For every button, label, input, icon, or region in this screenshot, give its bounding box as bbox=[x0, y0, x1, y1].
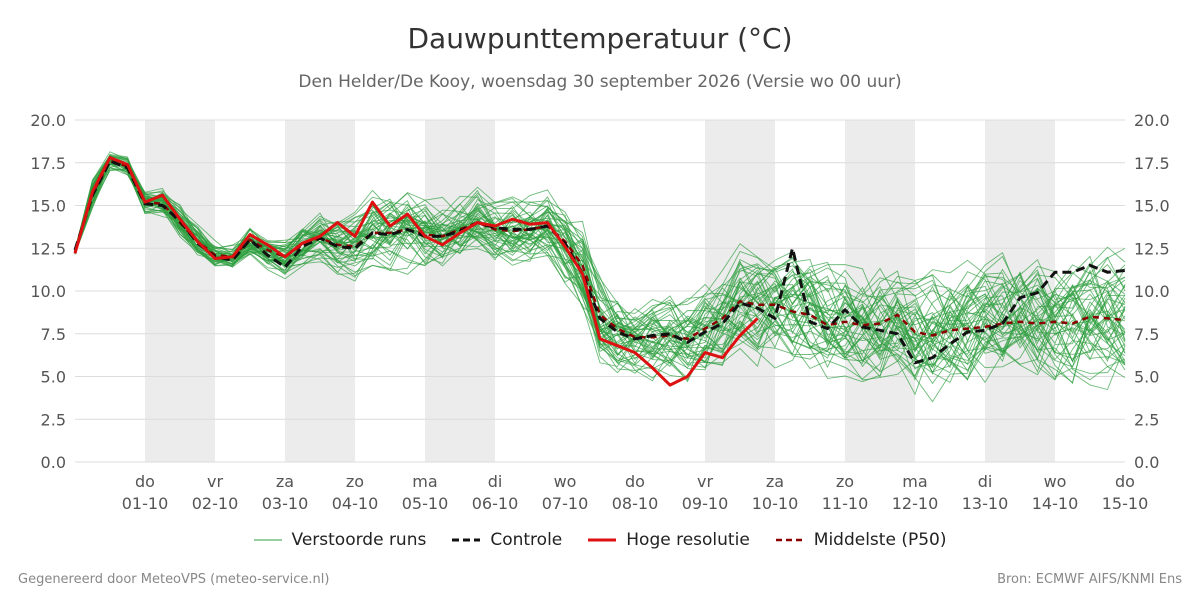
x-tick: vr 02-10 bbox=[192, 472, 239, 513]
y-axis-right: 0.0 2.5 5.0 7.5 10.0 12.5 15.0 17.5 20.0 bbox=[1134, 111, 1170, 472]
y-tick-label: 17.5 bbox=[30, 154, 66, 173]
x-tick-date: 09-10 bbox=[682, 494, 729, 513]
perturbed-run-line bbox=[74, 154, 1126, 391]
y-tick-label: 17.5 bbox=[1134, 154, 1170, 173]
x-tick-weekday: zo bbox=[836, 472, 854, 491]
x-tick: do 15-10 bbox=[1102, 472, 1149, 513]
x-tick-date: 08-10 bbox=[612, 494, 659, 513]
x-tick-date: 11-10 bbox=[822, 494, 869, 513]
x-tick-weekday: za bbox=[276, 472, 294, 491]
x-tick-date: 13-10 bbox=[962, 494, 1009, 513]
y-tick-label: 2.5 bbox=[41, 410, 66, 429]
x-tick-date: 06-10 bbox=[472, 494, 519, 513]
x-tick-weekday: wo bbox=[554, 472, 577, 491]
footer-credit: Gegenereerd door MeteoVPS (meteo-service… bbox=[18, 572, 330, 587]
x-tick: wo 14-10 bbox=[1032, 472, 1079, 513]
y-tick-label: 7.5 bbox=[1134, 325, 1159, 344]
y-tick-label: 15.0 bbox=[30, 197, 66, 216]
perturbed-run-line bbox=[74, 157, 1126, 371]
chart-title: Dauwpunttemperatuur (°C) bbox=[407, 22, 793, 55]
x-tick: ma 05-10 bbox=[402, 472, 449, 513]
median-line bbox=[73, 159, 1126, 341]
legend-label: Controle bbox=[490, 530, 563, 550]
x-tick: za 03-10 bbox=[262, 472, 309, 513]
legend-label: Hoge resolutie bbox=[626, 530, 750, 550]
legend-label: Verstoorde runs bbox=[291, 530, 427, 550]
x-tick: zo 11-10 bbox=[822, 472, 869, 513]
x-tick-date: 10-10 bbox=[752, 494, 799, 513]
x-tick-weekday: ma bbox=[412, 472, 437, 491]
legend-item-perturbed[interactable]: Verstoorde runs bbox=[253, 530, 427, 550]
x-tick: zo 04-10 bbox=[332, 472, 379, 513]
legend-label: Middelste (P50) bbox=[813, 530, 947, 550]
perturbed-run-line bbox=[74, 155, 1126, 369]
y-tick-label: 15.0 bbox=[1134, 197, 1170, 216]
control-line bbox=[73, 159, 1126, 365]
y-axis-left: 0.0 2.5 5.0 7.5 10.0 12.5 15.0 17.5 20.0 bbox=[30, 111, 66, 472]
y-tick-label: 0.0 bbox=[41, 453, 66, 472]
footer-source: Bron: ECMWF AIFS/KNMI Ens bbox=[997, 572, 1182, 587]
x-tick-date: 15-10 bbox=[1102, 494, 1149, 513]
x-tick-weekday: vr bbox=[207, 472, 223, 491]
y-tick-label: 2.5 bbox=[1134, 410, 1159, 429]
x-tick-weekday: do bbox=[135, 472, 155, 491]
perturbed-run-line bbox=[74, 156, 1126, 384]
y-tick-label: 20.0 bbox=[30, 111, 66, 130]
highres-line bbox=[73, 156, 759, 387]
x-tick: di 13-10 bbox=[962, 472, 1009, 513]
y-tick-label: 7.5 bbox=[41, 325, 66, 344]
main-series bbox=[73, 156, 1126, 387]
x-tick-date: 12-10 bbox=[892, 494, 939, 513]
x-tick-weekday: di bbox=[488, 472, 503, 491]
legend-swatch-median bbox=[775, 538, 804, 542]
x-tick-weekday: wo bbox=[1044, 472, 1067, 491]
perturbed-run-line bbox=[74, 151, 1126, 362]
x-tick-date: 14-10 bbox=[1032, 494, 1079, 513]
x-tick-weekday: do bbox=[1115, 472, 1135, 491]
x-tick-weekday: ma bbox=[902, 472, 927, 491]
y-tick-label: 12.5 bbox=[1134, 239, 1170, 258]
x-tick: do 01-10 bbox=[122, 472, 169, 513]
y-tick-label: 5.0 bbox=[1134, 368, 1159, 387]
x-tick-date: 04-10 bbox=[332, 494, 379, 513]
y-tick-label: 12.5 bbox=[30, 239, 66, 258]
x-tick: ma 12-10 bbox=[892, 472, 939, 513]
y-tick-label: 5.0 bbox=[41, 368, 66, 387]
y-tick-label: 0.0 bbox=[1134, 453, 1159, 472]
perturbed-runs bbox=[74, 151, 1126, 403]
legend-swatch-perturbed bbox=[253, 539, 282, 541]
x-tick-weekday: vr bbox=[697, 472, 713, 491]
legend-item-control[interactable]: Controle bbox=[452, 530, 562, 550]
x-tick-date: 03-10 bbox=[262, 494, 309, 513]
x-tick-date: 07-10 bbox=[542, 494, 589, 513]
x-tick: wo 07-10 bbox=[542, 472, 589, 513]
y-tick-label: 20.0 bbox=[1134, 111, 1170, 130]
x-tick: za 10-10 bbox=[752, 472, 799, 513]
x-tick: di 06-10 bbox=[472, 472, 519, 513]
perturbed-run-line bbox=[74, 168, 1126, 365]
x-tick-date: 05-10 bbox=[402, 494, 449, 513]
chart-subtitle: Den Helder/De Kooy, woensdag 30 septembe… bbox=[298, 72, 902, 92]
x-tick: vr 09-10 bbox=[682, 472, 729, 513]
perturbed-run-line bbox=[74, 164, 1126, 363]
x-tick-date: 01-10 bbox=[122, 494, 169, 513]
x-tick-weekday: do bbox=[625, 472, 645, 491]
chart-legend: Verstoorde runs Controle Hoge resolutie … bbox=[0, 530, 1200, 550]
x-axis: do 01-10 vr 02-10 za 03-10 zo 04-10 ma 05-10 di 06-… bbox=[122, 472, 1149, 513]
legend-swatch-control bbox=[452, 538, 481, 542]
legend-item-highres[interactable]: Hoge resolutie bbox=[588, 530, 750, 550]
x-tick-weekday: za bbox=[766, 472, 784, 491]
x-tick: do 08-10 bbox=[612, 472, 659, 513]
x-tick-weekday: zo bbox=[346, 472, 364, 491]
legend-swatch-highres bbox=[588, 538, 617, 542]
x-tick-date: 02-10 bbox=[192, 494, 239, 513]
y-tick-label: 10.0 bbox=[1134, 282, 1170, 301]
legend-item-median[interactable]: Middelste (P50) bbox=[775, 530, 947, 550]
x-tick-weekday: di bbox=[978, 472, 993, 491]
y-tick-label: 10.0 bbox=[30, 282, 66, 301]
